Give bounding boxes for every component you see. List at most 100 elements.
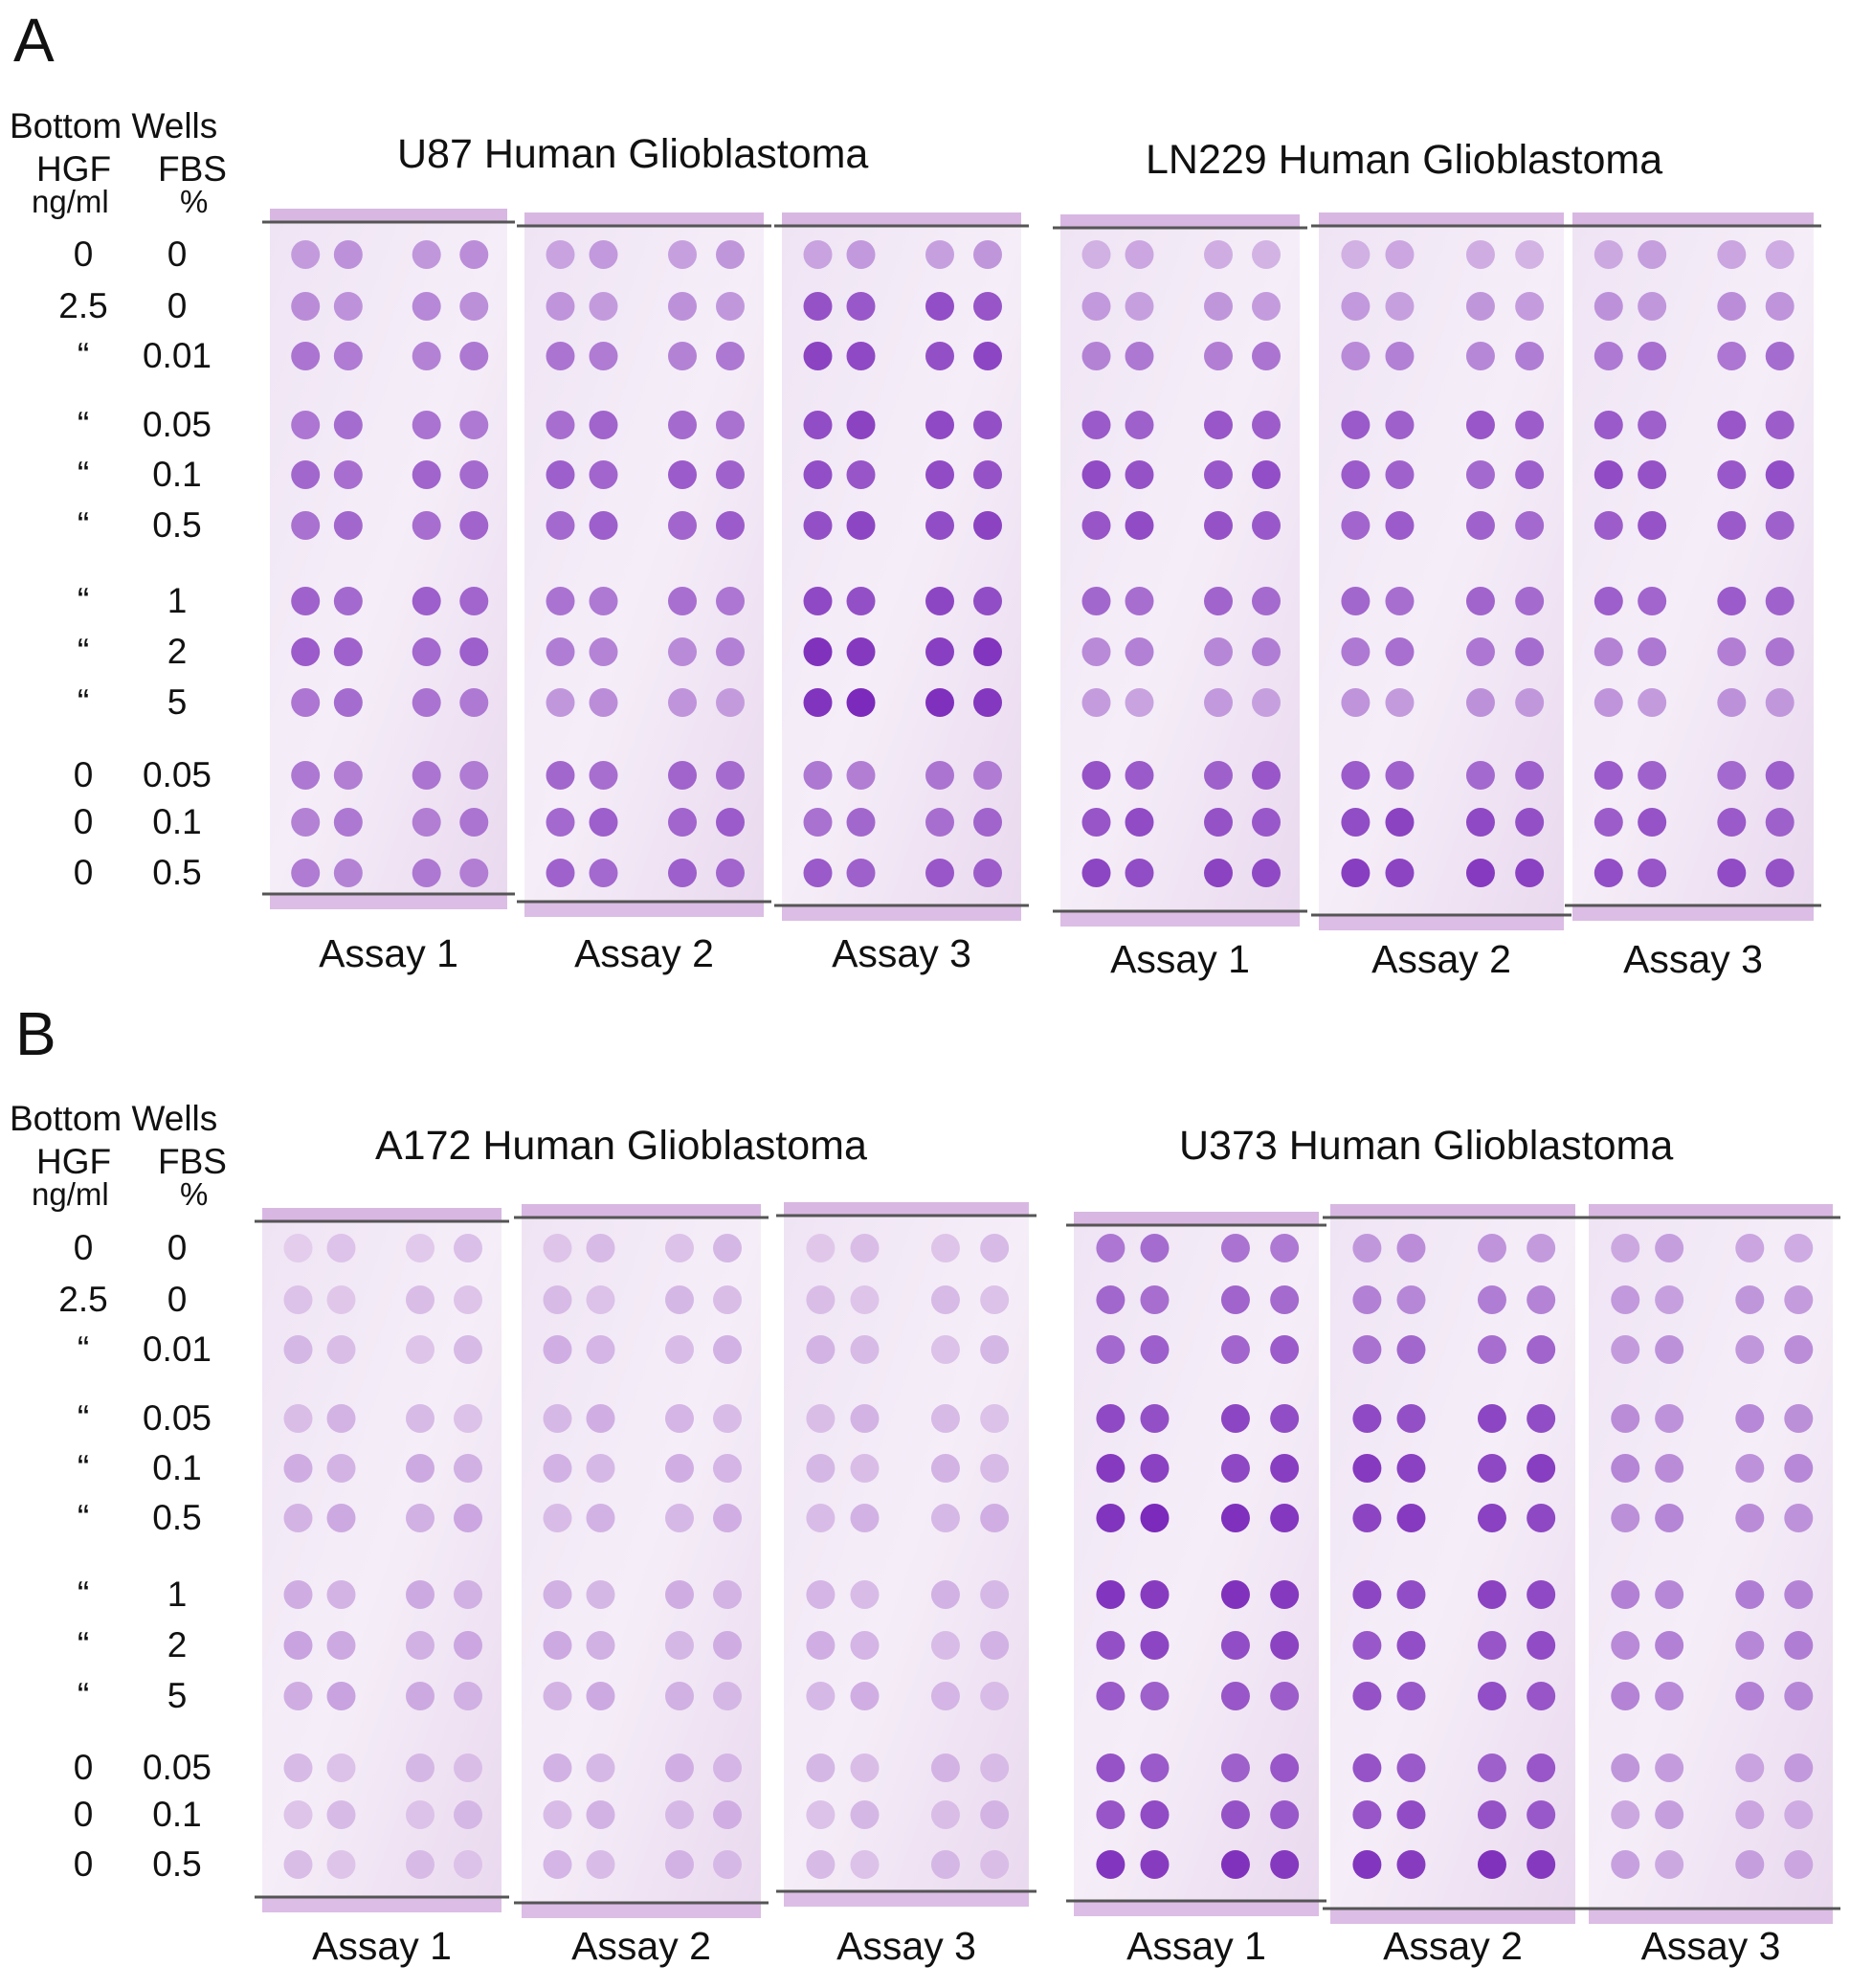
row-hgf-value: “ [77,455,90,494]
well-spot [543,1580,572,1609]
well-spot [1611,1631,1640,1660]
well-spot [1352,1580,1382,1609]
well-spot [665,1850,694,1879]
well-spot [803,342,833,370]
well-spot [412,240,441,269]
well-spot [1396,1580,1426,1609]
well-spot [589,587,618,615]
membrane-bottom-edge [522,1903,761,1918]
well-spot [454,1335,482,1364]
well-spot [665,1580,694,1609]
well-spot [1655,1234,1684,1262]
well-spot [1396,1504,1426,1532]
membrane-p0-c1-a1 [1311,212,1571,930]
well-spot [1341,637,1371,666]
well-spot [1125,688,1154,717]
well-spot [1465,411,1495,439]
row-fbs-value: 0.5 [152,505,202,545]
well-spot [1096,1454,1126,1483]
well-spot [713,1285,742,1314]
well-spot [1270,1454,1300,1483]
well-spot [980,1335,1010,1364]
well-spot [1140,1234,1170,1262]
well-spot [668,411,697,439]
well-spot [454,1800,482,1829]
well-spot [1638,637,1667,666]
well-spot [850,1850,880,1879]
well-spot [803,240,833,269]
well-spot [546,761,575,790]
membrane-bottom-edge [524,902,764,917]
membrane-bottom-edge [1589,1909,1833,1924]
well-spot [546,688,575,717]
row-hgf-value: 2.5 [58,286,108,325]
well-spot [1125,859,1154,887]
well-spot [586,1285,615,1314]
well-spot [1477,1504,1506,1532]
well-spot [1252,342,1281,370]
well-spot [716,342,745,370]
well-spot [1140,1454,1170,1483]
well-spot [980,1682,1010,1710]
well-spot [454,1753,482,1782]
well-spot [973,637,1002,666]
well-spot [1220,1404,1250,1433]
well-spot [665,1682,694,1710]
well-spot [1252,511,1281,540]
assay-label: Assay 2 [571,1924,711,1968]
well-spot [1081,761,1111,790]
legend-hgf-header: HGF [36,149,112,189]
well-spot [850,1580,880,1609]
well-spot [846,808,876,837]
membrane-background [1074,1225,1319,1901]
well-spot [1477,1631,1506,1660]
membrane-background [1330,1217,1575,1909]
well-spot [980,1454,1010,1483]
membrane-background [782,226,1021,905]
well-spot [333,637,363,666]
well-spot [1594,511,1623,540]
well-spot [1735,1800,1765,1829]
well-spot [1717,761,1747,790]
well-spot [665,1285,694,1314]
well-spot [713,1234,742,1262]
well-spot [1096,1335,1126,1364]
well-spot [291,637,321,666]
well-spot [1735,1454,1765,1483]
well-spot [665,1800,694,1829]
row-hgf-value: “ [77,1329,90,1369]
well-spot [668,761,697,790]
well-spot [589,859,618,887]
well-spot [1735,1335,1765,1364]
cell-line-title-a172: A172 Human Glioblastoma [375,1123,867,1169]
well-spot [1252,411,1281,439]
well-spot [713,1682,742,1710]
well-spot [1125,292,1154,321]
well-spot [925,761,954,790]
well-spot [806,1404,836,1433]
well-spot [283,1850,313,1879]
well-spot [283,1753,313,1782]
well-spot [1594,808,1623,837]
well-spot [459,240,489,269]
well-spot [1515,292,1545,321]
well-spot [1465,761,1495,790]
well-spot [1204,587,1233,615]
row-fbs-value: 0.05 [142,405,212,444]
well-spot [586,1580,615,1609]
legend-hgf-unit: ng/ml [32,184,109,219]
well-spot [1477,1580,1506,1609]
well-spot [1396,1285,1426,1314]
membrane-bottom-edge [1074,1901,1319,1916]
well-spot [412,292,441,321]
well-spot [454,1234,482,1262]
well-spot [412,511,441,540]
well-spot [1735,1850,1765,1879]
well-spot [1396,1850,1426,1879]
well-spot [1140,1504,1170,1532]
well-spot [1594,240,1623,269]
well-spot [1784,1800,1814,1829]
well-spot [1096,1631,1126,1660]
well-spot [1252,761,1281,790]
well-spot [1081,292,1111,321]
